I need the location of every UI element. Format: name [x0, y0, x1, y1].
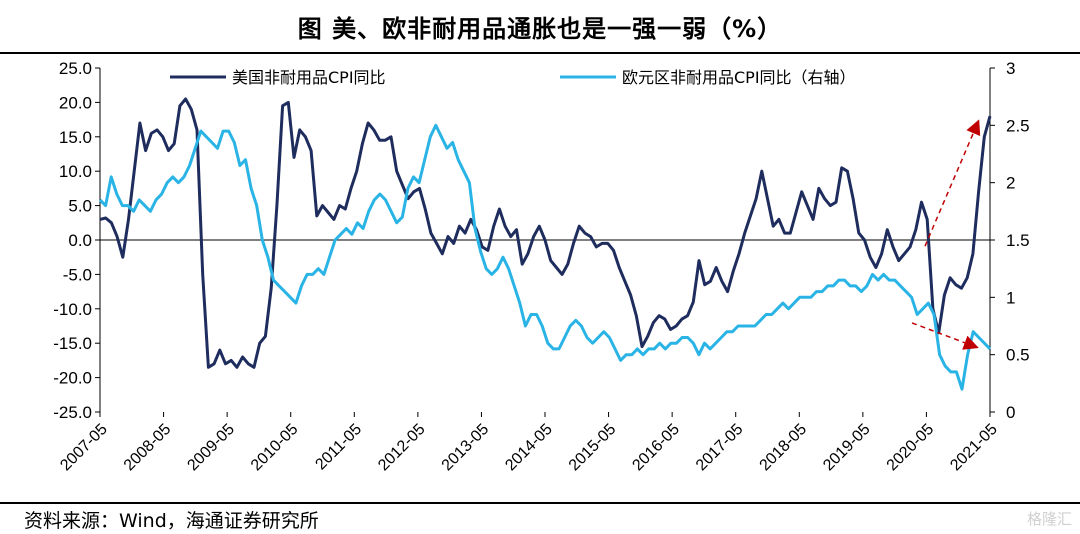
legend: 美国非耐用品CPI同比 欧元区非耐用品CPI同比（右轴） — [170, 68, 856, 87]
left-tick-label: -5.0 — [63, 265, 92, 284]
left-tick-label: 0.0 — [68, 231, 92, 250]
right-tick-label: 2 — [1006, 174, 1015, 193]
bottom-rule — [0, 502, 1080, 504]
x-axis-ticks: 2007-05 2008-05 2009-05 2010-05 2011-05 2012-… — [57, 412, 1001, 474]
left-tick-label: 10.0 — [59, 162, 92, 181]
x-tick-label: 2018-05 — [757, 421, 811, 475]
x-tick-label: 2013-05 — [439, 421, 493, 475]
x-tick-label: 2008-05 — [121, 421, 175, 475]
left-tick-label: -15.0 — [53, 334, 92, 353]
line-chart: 25.0 20.0 15.0 10.0 5.0 0.0 -5.0 -10.0 -15.0 -20.… — [53, 59, 1030, 474]
right-tick-label: 0 — [1006, 403, 1015, 422]
right-tick-label: 3 — [1006, 59, 1015, 78]
x-tick-label: 2017-05 — [693, 421, 747, 475]
left-tick-label: 20.0 — [59, 93, 92, 112]
x-tick-label: 2010-05 — [248, 421, 302, 475]
us-cpi-series-line — [99, 97, 992, 369]
x-tick-label: 2020-05 — [884, 421, 938, 475]
eu-trend-arrow — [911, 322, 979, 350]
us-trend-arrow — [924, 119, 981, 247]
legend-label-us: 美国非耐用品CPI同比 — [232, 68, 386, 87]
x-tick-label: 2016-05 — [629, 421, 683, 475]
x-tick-label: 2014-05 — [502, 421, 556, 475]
left-tick-label: 5.0 — [68, 197, 92, 216]
right-tick-label: 1 — [1006, 288, 1015, 307]
watermark-text: 格隆汇 — [1026, 510, 1072, 528]
left-tick-label: 25.0 — [59, 59, 92, 78]
x-tick-label: 2019-05 — [820, 421, 874, 475]
x-tick-label: 2015-05 — [566, 421, 620, 475]
x-tick-label: 2021-05 — [947, 421, 1001, 475]
left-tick-label: -25.0 — [53, 403, 92, 422]
x-tick-label: 2012-05 — [375, 421, 429, 475]
right-tick-label: 2.5 — [1006, 116, 1030, 135]
legend-label-eu: 欧元区非耐用品CPI同比（右轴） — [622, 68, 856, 87]
x-tick-label: 2009-05 — [184, 421, 238, 475]
x-tick-label: 2011-05 — [312, 421, 365, 474]
x-tick-label: 2007-05 — [57, 421, 111, 475]
source-note: 资料来源：Wind，海通证券研究所 — [24, 510, 319, 532]
chart-title: 图 美、欧非耐用品通胀也是一强一弱（%） — [297, 14, 783, 43]
top-rule — [0, 52, 1080, 54]
left-tick-label: -20.0 — [53, 369, 92, 388]
chart-title-bar: 图 美、欧非耐用品通胀也是一强一弱（%） — [0, 0, 1080, 52]
left-tick-label: 15.0 — [59, 128, 92, 147]
left-axis-ticks: 25.0 20.0 15.0 10.0 5.0 0.0 -5.0 -10.0 -15.0 -20.… — [53, 59, 100, 422]
right-tick-label: 0.5 — [1006, 346, 1030, 365]
annotation-layer — [911, 119, 981, 350]
eu-cpi-series-line — [98, 123, 992, 391]
right-axis-ticks: 3 2.5 2 1.5 1 0.5 0 — [990, 59, 1030, 422]
left-tick-label: -10.0 — [53, 300, 92, 319]
series-layer — [98, 97, 992, 391]
right-tick-label: 1.5 — [1006, 231, 1030, 250]
